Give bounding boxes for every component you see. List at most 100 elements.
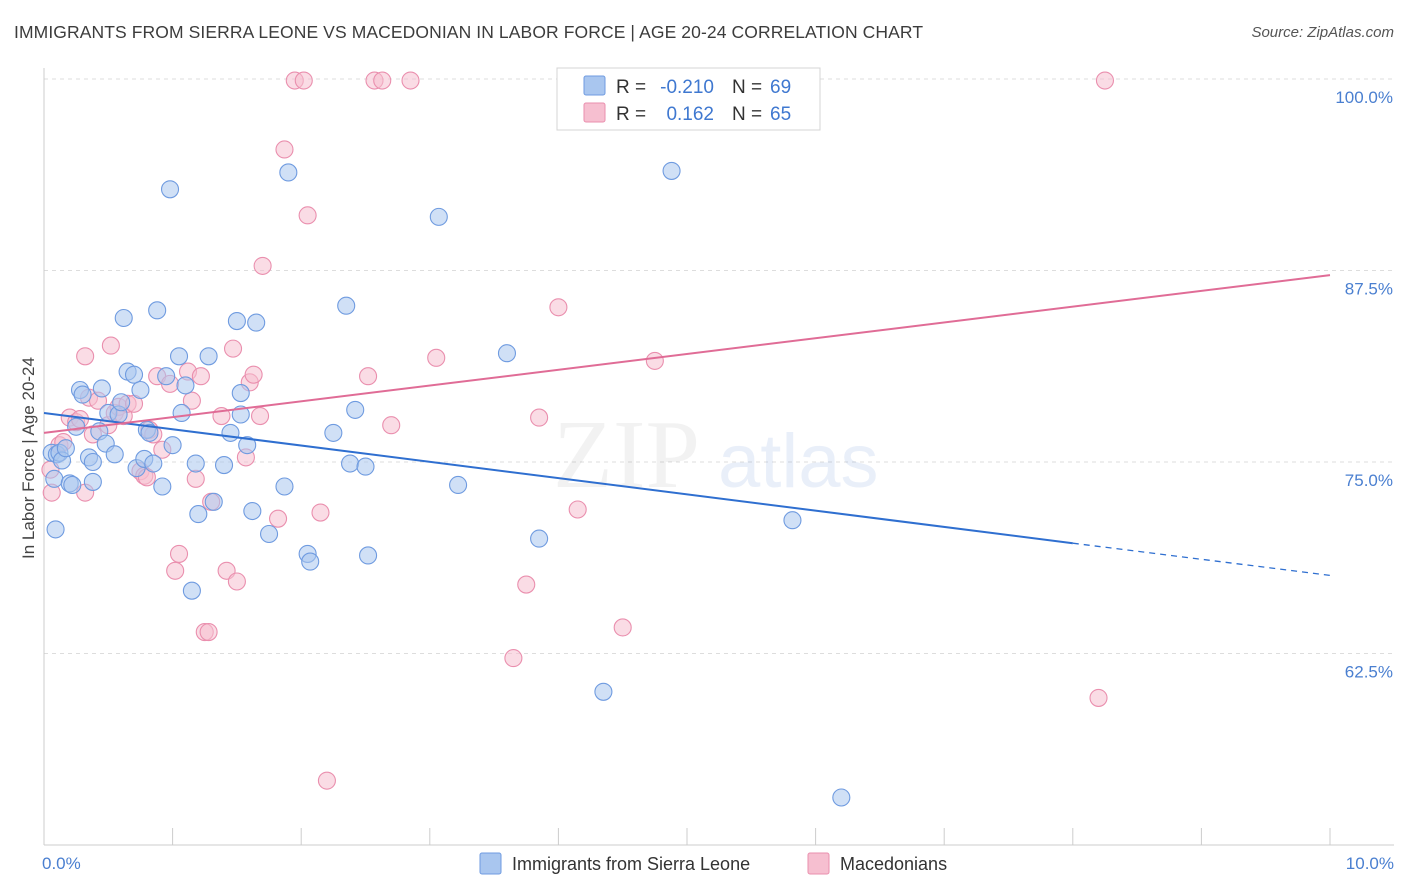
series-macedonians [41,71,1114,790]
y-tick-label: 75.0% [1345,471,1393,490]
macedonian-point [359,367,378,386]
macedonian-point [613,618,632,637]
sierra-leone-point [46,520,65,539]
sierra-leone-point [783,511,802,530]
y-axis-label: In Labor Force | Age 20-24 [19,357,38,559]
legend-r-value-blue: -0.210 [660,77,714,98]
macedonian-point [294,71,313,90]
legend-swatch-blue [583,75,606,96]
y-tick-labels: 62.5% 75.0% 87.5% 100.0% [1335,88,1393,682]
sierra-leone-point [83,472,102,491]
sierra-leone-point [189,505,208,524]
sierra-leone-point [114,308,133,328]
sierra-leone-point [169,347,189,366]
legend-swatch-pink [583,102,606,123]
legend-n-label-pink: N = [732,104,762,125]
sierra-leone-point [227,312,246,331]
legend-n-value-pink: 65 [770,104,791,125]
sierra-leone-point [356,457,375,476]
sierra-leone-point [112,393,131,412]
sierra-leone-point [832,788,851,807]
sierra-leone-point [429,207,448,226]
sierra-leone-point [56,439,75,458]
sierra-leone-point [449,475,468,495]
macedonian-point [549,298,568,317]
source-label: Source: ZipAtlas.com [1251,24,1394,41]
macedonian-point [311,503,330,522]
sierra-leone-point [259,524,279,544]
sierra-leone-point [530,529,549,548]
sierra-leone-point [594,682,613,701]
sierra-leone-point [324,423,343,442]
bottom-legend-swatch-blue [479,852,502,875]
macedonian-point [244,365,263,384]
sierra-leone-point [140,423,159,442]
sierra-leone-point [231,384,250,403]
macedonian-point [382,416,401,435]
y-tick-label: 100.0% [1335,88,1393,107]
macedonian-point [530,408,549,427]
trend-line-sierra-leone [43,411,1073,545]
bottom-legend-label-pink: Macedonians [840,854,947,874]
sierra-leone-point [346,400,365,419]
sierra-leone-point [148,301,167,320]
macedonian-point [186,469,205,488]
sierra-leone-point [176,376,195,395]
sierra-leone-point [279,163,298,182]
sierra-leone-point [105,445,124,464]
macedonian-point [1089,688,1108,707]
sierra-leone-point [144,454,163,473]
sierra-leone-point [186,454,205,473]
macedonian-point [199,623,218,642]
y-tick-label: 87.5% [1345,280,1393,299]
bottom-legend-swatch-pink [807,852,830,875]
trend-lines [43,274,1331,577]
sierra-leone-point [238,436,257,455]
trend-line-macedonians [43,274,1331,434]
macedonian-point [373,71,392,90]
macedonian-point [317,771,336,790]
macedonian-point [227,572,246,591]
x-tick-label-max: 10.0% [1346,854,1394,873]
sierra-leone-point [83,452,102,472]
sierra-leone-point [182,581,201,600]
stats-legend: R = -0.210 N = 69 R = 0.162 N = 65 [556,67,821,131]
x-tick-marks [172,828,1331,845]
macedonian-point [250,406,270,426]
sierra-leone-point [199,347,218,366]
sierra-leone-point [67,417,86,436]
sierra-leone-point [341,454,360,473]
macedonian-point [275,140,294,159]
macedonian-point [253,256,272,275]
macedonian-point [166,561,185,580]
sierra-leone-point [221,423,240,442]
sierra-leone-point [131,380,150,400]
macedonian-point [223,339,243,358]
macedonian-point [1095,71,1114,90]
sierra-leone-point [662,161,681,180]
sierra-leone-point [359,546,378,565]
macedonian-point [504,649,523,668]
trend-line-sierra-leone-extension [1072,542,1331,577]
macedonian-point [568,500,587,519]
sierra-leone-point [124,365,144,384]
sierra-leone-point [301,552,320,571]
sierra-leone-point [497,344,517,363]
sierra-leone-point [163,436,182,455]
series-sierra-leone [42,161,851,807]
macedonian-point [101,336,120,355]
sierra-leone-point [45,469,64,488]
sierra-leone-point [337,296,356,315]
sierra-leone-point [73,385,92,404]
legend-r-label-pink: R = [616,104,646,125]
sierra-leone-point [247,313,266,332]
sierra-leone-point [275,477,294,496]
macedonian-point [191,367,210,386]
watermark: ZIP atlas [553,401,879,509]
y-tick-label: 62.5% [1345,663,1393,682]
legend-n-value-blue: 69 [770,77,791,98]
watermark-zip: ZIP [553,401,700,509]
sierra-leone-point [153,477,172,496]
sierra-leone-point [157,367,176,386]
